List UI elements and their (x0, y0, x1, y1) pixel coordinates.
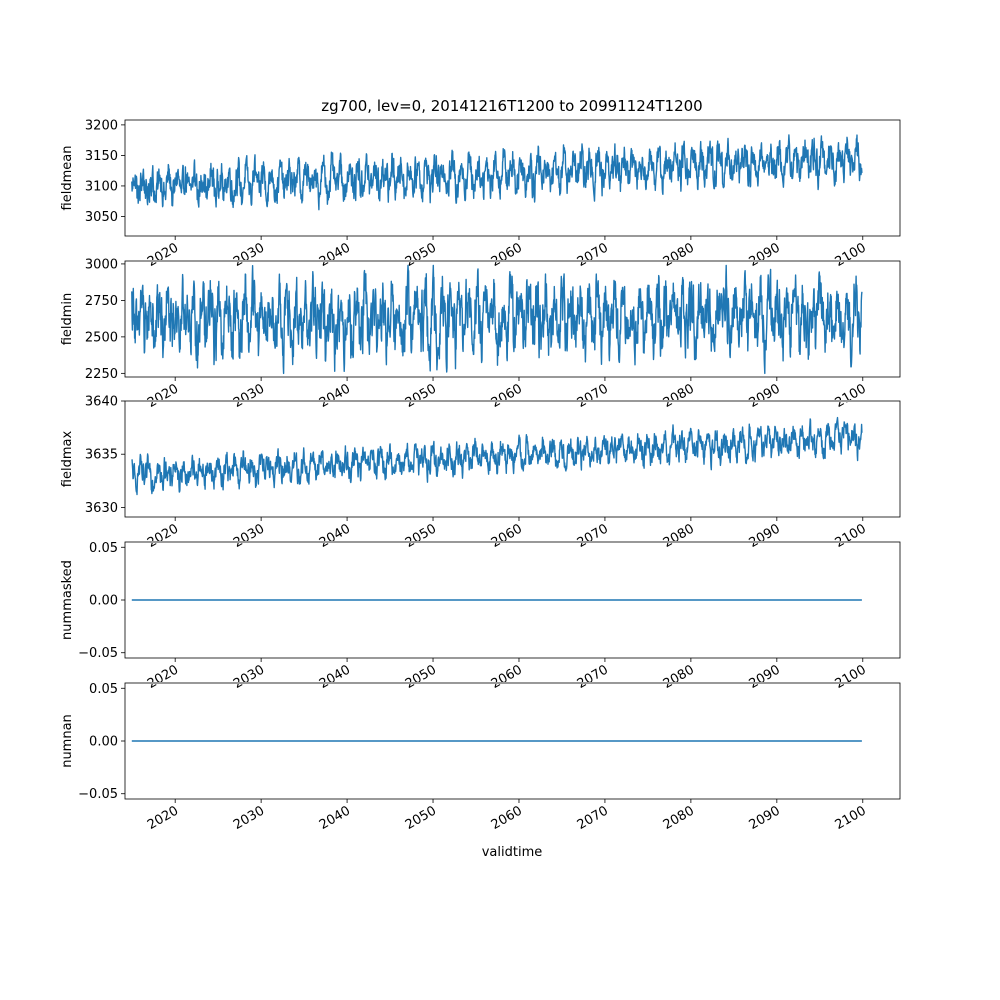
series-line-fieldmean (131, 134, 863, 211)
x-tick-label-nummasked: 2050 (403, 662, 439, 692)
x-tick-label-fieldmean: 2030 (231, 240, 267, 270)
y-tick-label-fieldmean: 3050 (85, 210, 118, 225)
chart-title: zg700, lev=0, 20141216T1200 to 20991124T… (321, 97, 702, 115)
x-tick-label-fieldmax: 2020 (145, 521, 181, 551)
x-tick-label-nummasked: 2080 (661, 662, 697, 692)
axes-frame-fieldmax (124, 400, 901, 518)
y-tick-label-fieldmin: 2500 (85, 330, 118, 345)
y-tick-label-fieldmin: 2750 (85, 294, 118, 309)
x-tick-label-fieldmean: 2070 (575, 240, 611, 270)
y-tick-label-fieldmin: 2250 (85, 367, 118, 382)
x-tick-label-numnan: 2020 (145, 803, 181, 833)
y-tick-label-fieldmax: 3635 (85, 448, 118, 463)
x-tick-label-fieldmax: 2030 (231, 521, 267, 551)
x-tick-label-fieldmin: 2020 (145, 381, 181, 411)
axes-frame-fieldmean (124, 119, 901, 237)
series-line-fieldmin (131, 264, 863, 375)
panel-nummasked: −0.05 0.00 0.05 nummasked 2020 2030 2040 2050 20… (60, 541, 901, 692)
y-tick-label-fieldmax: 3630 (85, 501, 118, 516)
x-tick-label-numnan: 2040 (317, 803, 353, 833)
x-tick-label-fieldmean: 2080 (661, 240, 697, 270)
x-tick-label-fieldmax: 2090 (747, 521, 783, 551)
x-tick-label-numnan: 2090 (747, 803, 783, 833)
y-axis-label-fieldmin: fieldmin (60, 293, 75, 346)
x-tick-label-fieldmax: 2040 (317, 521, 353, 551)
x-tick-label-fieldmin: 2080 (661, 381, 697, 411)
x-tick-label-fieldmin: 2100 (833, 381, 869, 411)
x-tick-label-fieldmin: 2070 (575, 381, 611, 411)
y-axis-label-fieldmean: fieldmean (60, 146, 75, 211)
x-tick-label-numnan: 2080 (661, 803, 697, 833)
x-tick-label-numnan: 2060 (489, 803, 525, 833)
panels: 3050 3100 3150 3200 fieldmean 2020 2030 2040 205… (60, 118, 901, 833)
x-tick-label-nummasked: 2060 (489, 662, 525, 692)
x-tick-label-fieldmin: 2060 (489, 381, 525, 411)
x-tick-label-fieldmean: 2090 (747, 240, 783, 270)
x-tick-label-fieldmin: 2040 (317, 381, 353, 411)
x-tick-label-fieldmax: 2060 (489, 521, 525, 551)
y-tick-label-numnan: 0.00 (89, 735, 118, 750)
axes-frame-fieldmin (124, 260, 901, 378)
y-tick-label-numnan: −0.05 (78, 787, 118, 802)
y-axis-label-numnan: numnan (60, 714, 75, 768)
x-tick-label-fieldmax: 2100 (833, 521, 869, 551)
y-axis-label-nummasked: nummasked (60, 560, 75, 640)
x-tick-label-fieldmean: 2040 (317, 240, 353, 270)
x-tick-label-fieldmin: 2050 (403, 381, 439, 411)
x-tick-label-fieldmean: 2060 (489, 240, 525, 270)
y-tick-label-nummasked: 0.00 (89, 594, 118, 609)
y-tick-label-fieldmean: 3100 (85, 179, 118, 194)
x-tick-label-fieldmax: 2080 (661, 521, 697, 551)
x-tick-label-numnan: 2070 (575, 803, 611, 833)
y-tick-label-fieldmean: 3200 (85, 118, 118, 133)
x-tick-label-nummasked: 2030 (231, 662, 267, 692)
x-axis-label: validtime (482, 845, 543, 860)
x-tick-label-fieldmax: 2070 (575, 521, 611, 551)
x-tick-label-fieldmean: 2020 (145, 240, 181, 270)
x-tick-label-nummasked: 2090 (747, 662, 783, 692)
panel-fieldmin: 2250 2500 2750 3000 fieldmin 2020 2030 2040 2050… (60, 257, 901, 411)
x-tick-label-nummasked: 2020 (145, 662, 181, 692)
x-tick-label-numnan: 2030 (231, 803, 267, 833)
y-tick-label-fieldmean: 3150 (85, 149, 118, 164)
x-tick-label-nummasked: 2070 (575, 662, 611, 692)
y-tick-label-nummasked: −0.05 (78, 646, 118, 661)
y-axis-label-fieldmax: fieldmax (60, 431, 75, 488)
y-tick-label-fieldmin: 3000 (85, 257, 118, 272)
x-tick-label-numnan: 2100 (833, 803, 869, 833)
x-tick-label-numnan: 2050 (403, 803, 439, 833)
x-tick-label-fieldmax: 2050 (403, 521, 439, 551)
x-tick-label-nummasked: 2040 (317, 662, 353, 692)
panel-fieldmax: 3630 3635 3640 fieldmax 2020 2030 2040 2050 2060… (60, 395, 901, 551)
y-tick-label-fieldmax: 3640 (85, 395, 118, 410)
x-tick-label-nummasked: 2100 (833, 662, 869, 692)
x-tick-label-fieldmean: 2100 (833, 240, 869, 270)
x-tick-label-fieldmin: 2030 (231, 381, 267, 411)
y-tick-label-nummasked: 0.05 (89, 541, 118, 556)
series-line-fieldmax (131, 416, 863, 496)
y-tick-label-numnan: 0.05 (89, 682, 118, 697)
x-tick-label-fieldmin: 2090 (747, 381, 783, 411)
panel-numnan: −0.05 0.00 0.05 numnan 2020 2030 2040 2050 2060 2… (60, 682, 901, 833)
